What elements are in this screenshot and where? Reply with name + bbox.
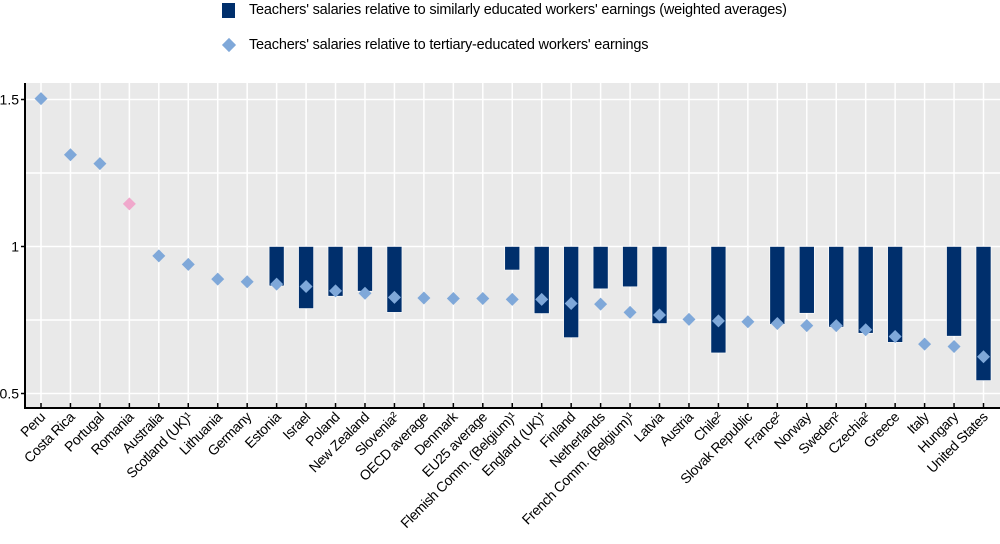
bar-hungary [946, 246, 962, 337]
bar-latvia [651, 246, 668, 324]
diamond-eu25-average [476, 292, 490, 306]
diamond-slovak-republic [741, 315, 755, 329]
diamond-latvia [653, 308, 667, 322]
diamond-oecd-average [417, 291, 431, 305]
bar-chile [710, 246, 727, 354]
diamond-estonia [270, 277, 284, 291]
bar-flemish-comm-belgium [504, 246, 521, 271]
x-tick-label-austria: Austria [656, 408, 697, 449]
diamond-france [770, 317, 784, 331]
bar-new-zealand [357, 246, 373, 292]
diamond-hungary [947, 339, 961, 353]
bar-netherlands [592, 246, 609, 290]
diamond-markers [34, 92, 990, 364]
diamond-australia [152, 249, 166, 263]
bar-finland [563, 246, 579, 338]
vertical-gridlines [40, 83, 985, 408]
bar-united-states [975, 246, 992, 381]
diamond-chile [711, 314, 725, 328]
diamond-lithuania [211, 272, 225, 286]
diamond-flemish-comm-belgium [505, 292, 519, 306]
diamond-israel [299, 279, 313, 293]
diamond-austria [682, 312, 696, 326]
diamond-germany [240, 275, 254, 289]
diamond-poland [329, 284, 343, 298]
legend-item-diamond: Teachers' salaries relative to tertiary-… [221, 36, 649, 54]
legend: Teachers' salaries relative to similarly… [0, 0, 1000, 60]
diamond-costa-rica [63, 148, 77, 162]
y-ticks: 0.5 1 1.5 [0, 92, 25, 402]
diamond-norway [800, 319, 814, 333]
legend-item-bar: Teachers' salaries relative to similarly… [222, 1, 787, 19]
diamond-peru [34, 92, 48, 106]
bar-israel [298, 246, 314, 309]
diamond-finland [564, 297, 578, 311]
diamond-czechia [859, 323, 873, 337]
y-tick-label: 1.5 [0, 92, 19, 108]
diamond-italy [918, 337, 932, 351]
bar-greece [887, 246, 903, 343]
legend-label-diamond: Teachers' salaries relative to tertiary-… [249, 37, 649, 53]
diamond-netherlands [594, 297, 608, 311]
bar-france [769, 246, 786, 325]
bar-czechia [857, 246, 874, 334]
bar-norway [798, 246, 815, 314]
diamond-united-states [977, 350, 990, 364]
bars [268, 246, 992, 381]
diamond-slovenia [387, 290, 401, 304]
diamond-sweden [829, 319, 843, 333]
diamond-england-uk [535, 292, 549, 306]
diamond-french-comm-belgium [623, 305, 637, 319]
bar-french-comm-belgium [622, 246, 638, 288]
y-tick-label: 1 [11, 239, 19, 255]
diamond-scotland-uk [181, 257, 195, 271]
legend-label-bar: Teachers' salaries relative to similarly… [249, 2, 787, 18]
diamond-greece [888, 329, 902, 343]
x-ticks [40, 403, 985, 408]
diamond-denmark [446, 292, 460, 306]
diamond-new-zealand [358, 286, 372, 300]
legend-square-marker-icon [222, 2, 235, 18]
y-tick-label: 0.5 [0, 386, 19, 402]
diamond-romania [122, 197, 136, 211]
diamond-portugal [93, 157, 107, 171]
bar-sweden [828, 246, 845, 328]
